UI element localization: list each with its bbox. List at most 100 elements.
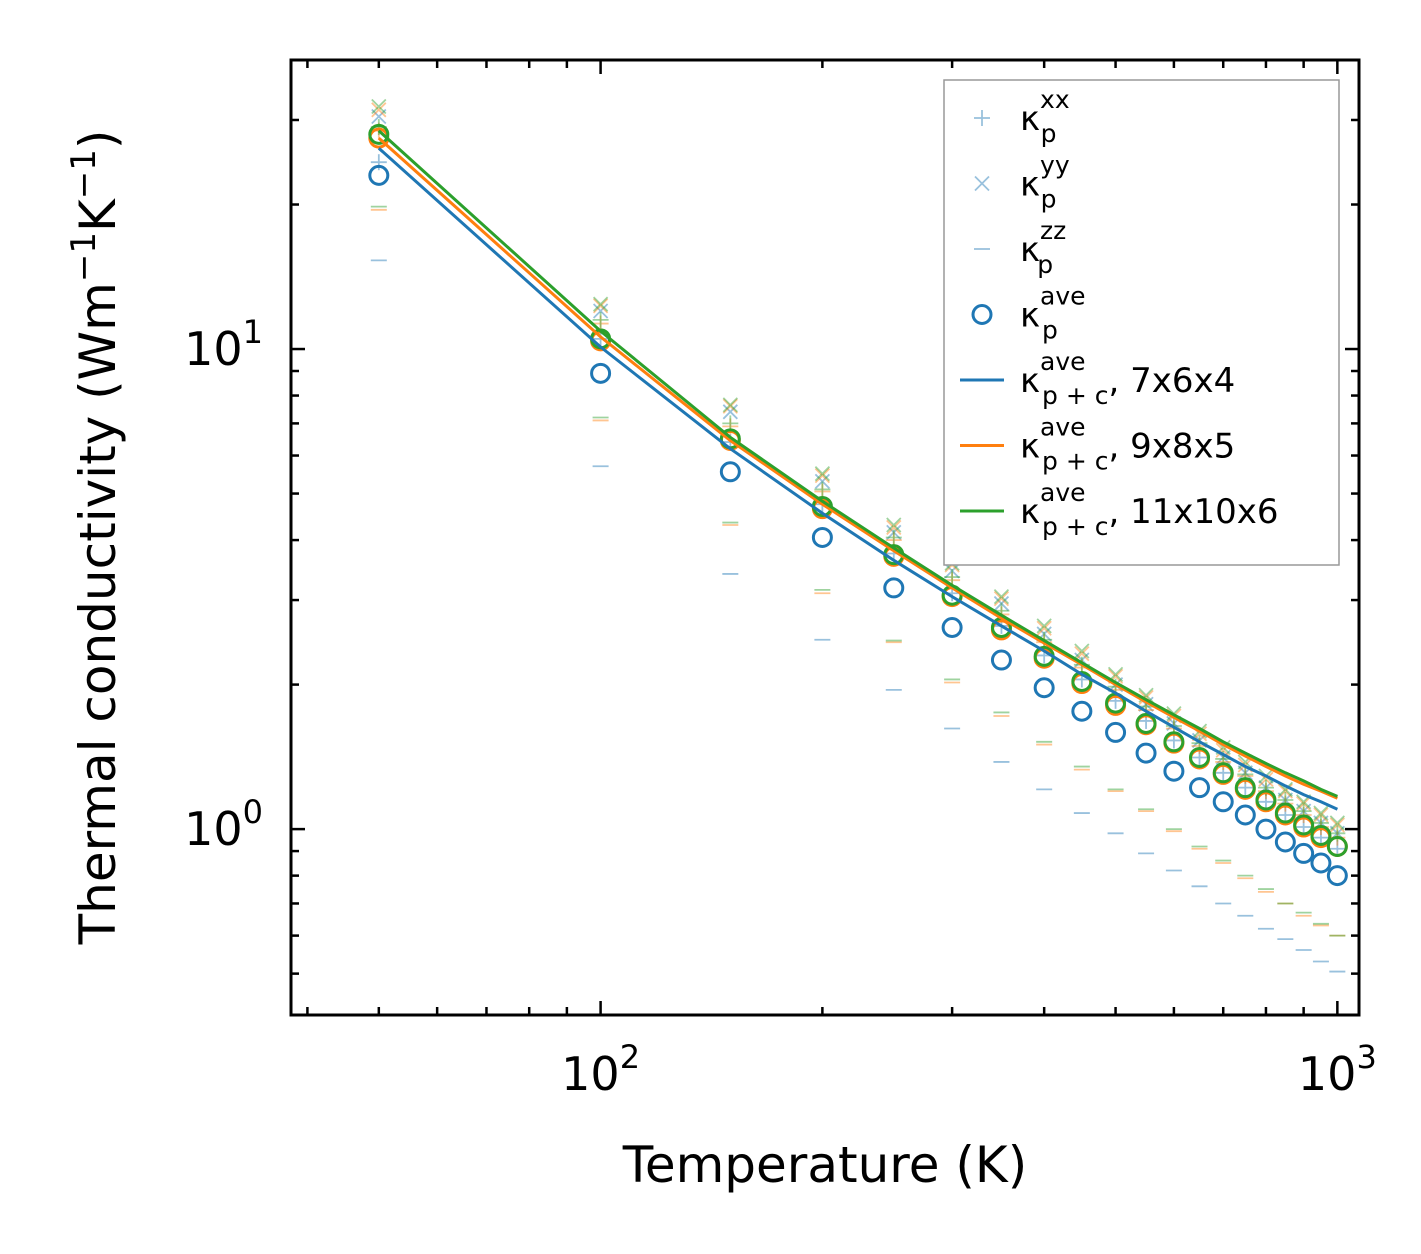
point-kave_7x6x4 — [1310, 852, 1332, 874]
legend-marker-swatch — [974, 175, 990, 192]
y-tick-label: 100 — [184, 793, 263, 856]
y-axis-title-k: K — [69, 198, 127, 232]
point-kyy_11x10x6 — [814, 466, 831, 482]
legend-entry: κave p + c, 9x8x5 — [960, 413, 1235, 476]
point-kyy_9x8x5 — [371, 102, 387, 118]
point-kave_7x6x4 — [1293, 842, 1315, 864]
point-kxx_11x10x6 — [885, 529, 902, 546]
series-kyy_9x8x5 — [371, 102, 1345, 833]
point-kave_11x10x6 — [1135, 712, 1157, 734]
point-kyy_7x6x4 — [886, 524, 902, 541]
point-kave_7x6x4 — [590, 362, 612, 384]
y-axis-title-close: ) — [69, 130, 127, 150]
legend-label: κave p — [1020, 282, 1086, 345]
point-kave_7x6x4 — [1326, 865, 1348, 887]
y-tick-label: 101 — [184, 313, 263, 376]
point-kave_11x10x6 — [1071, 670, 1093, 692]
x-tick-label: 103 — [1298, 1038, 1377, 1101]
point-kyy_9x8x5 — [993, 591, 1010, 607]
point-kave_11x10x6 — [1234, 777, 1256, 799]
series-kave_11x10x6 — [368, 123, 1348, 857]
point-kyy_7x6x4 — [993, 595, 1010, 612]
point-kxx_7x6x4 — [1277, 807, 1294, 824]
point-kave_7x6x4 — [1033, 677, 1055, 699]
series-kave_7x6x4 — [368, 164, 1348, 887]
legend-label: κave p + c, 7x6x4 — [1020, 347, 1235, 410]
legend-marker-swatch — [974, 110, 990, 126]
point-kyy_9x8x5 — [1313, 807, 1329, 823]
x-axis-title: Temperature (K) — [622, 1136, 1027, 1194]
point-kyy_9x8x5 — [814, 467, 831, 484]
legend-entry: κave p — [971, 282, 1086, 345]
series-kzz_9x8x5 — [370, 208, 1346, 937]
point-kxx_7x6x4 — [1295, 819, 1312, 836]
legend-entry: κyy p — [974, 151, 1070, 214]
point-kave_11x10x6 — [1310, 824, 1332, 846]
legend-entry: κzz p — [974, 216, 1066, 279]
point-kave_7x6x4 — [1212, 791, 1234, 813]
point-kyy_7x6x4 — [814, 473, 831, 490]
point-kave_7x6x4 — [1071, 700, 1093, 722]
series-kzz_7x6x4 — [370, 259, 1346, 973]
point-kyy_11x10x6 — [1329, 815, 1345, 831]
point-kave_11x10x6 — [1163, 731, 1185, 753]
point-kxx_7x6x4 — [592, 330, 609, 347]
legend-label: κyy p — [1020, 151, 1070, 214]
point-kyy_11x10x6 — [886, 517, 902, 533]
point-kave_7x6x4 — [1255, 818, 1277, 840]
point-kave_7x6x4 — [990, 649, 1012, 671]
y-axis-title-exp1: −1 — [64, 232, 104, 282]
legend-label: κxx p — [1020, 85, 1070, 148]
legend-label: κzz p — [1020, 216, 1066, 279]
series-kzz_11x10x6 — [370, 205, 1346, 937]
point-kave_11x10x6 — [1293, 814, 1315, 836]
point-kave_11x10x6 — [1326, 835, 1348, 857]
y-axis-title-main: Thermal conductivity (Wm — [69, 282, 127, 945]
point-kave_7x6x4 — [1105, 721, 1127, 743]
point-kxx_7x6x4 — [1191, 749, 1208, 766]
legend-entry: κave p + c, 7x6x4 — [960, 347, 1235, 410]
point-kyy_11x10x6 — [1074, 643, 1090, 659]
point-kyy_7x6x4 — [722, 404, 738, 420]
point-kave_7x6x4 — [883, 577, 905, 599]
point-kyy_7x6x4 — [371, 108, 387, 125]
point-kave_7x6x4 — [1189, 777, 1211, 799]
point-kxx_7x6x4 — [1312, 829, 1329, 846]
point-kxx_11x10x6 — [592, 311, 609, 328]
point-kyy_9x8x5 — [1329, 817, 1345, 833]
y-axis-title-exp2: −1 — [64, 149, 104, 199]
line-kave_p+c_9x8x5 — [377, 136, 1338, 800]
point-kxx_7x6x4 — [1215, 764, 1232, 781]
point-kyy_11x10x6 — [371, 98, 387, 115]
point-kxx_11x10x6 — [814, 481, 831, 498]
point-kave_7x6x4 — [811, 526, 833, 548]
point-kave_7x6x4 — [1163, 760, 1185, 782]
point-kyy_11x10x6 — [722, 397, 738, 413]
x-tick-label: 102 — [561, 1038, 640, 1101]
legend-entry: κave p + c, 11x10x6 — [960, 478, 1279, 541]
point-kyy_11x10x6 — [592, 296, 609, 312]
point-kyy_7x6x4 — [592, 303, 609, 319]
point-kave_7x6x4 — [368, 164, 390, 186]
point-kave_11x10x6 — [1274, 802, 1296, 824]
point-kave_11x10x6 — [1255, 789, 1277, 811]
point-kave_7x6x4 — [1135, 742, 1157, 764]
point-kyy_9x8x5 — [1277, 783, 1293, 799]
point-kyy_11x10x6 — [1036, 618, 1052, 634]
y-axis-title: Thermal conductivity (Wm−1K−1) — [64, 130, 127, 946]
point-kave_11x10x6 — [1189, 746, 1211, 768]
point-kxx_7x6x4 — [1237, 779, 1254, 796]
legend-label: κave p + c, 9x8x5 — [1020, 413, 1235, 476]
legend-box — [943, 79, 1340, 566]
point-kyy_11x10x6 — [993, 588, 1010, 605]
data-lines — [377, 129, 1339, 811]
data-markers — [368, 98, 1348, 973]
point-kyy_9x8x5 — [722, 398, 738, 414]
point-kxx_11x10x6 — [944, 569, 961, 586]
point-kyy_9x8x5 — [592, 298, 609, 314]
point-kyy_9x8x5 — [886, 519, 902, 536]
point-kxx_7x6x4 — [1257, 793, 1274, 810]
point-kave_11x10x6 — [368, 123, 390, 145]
